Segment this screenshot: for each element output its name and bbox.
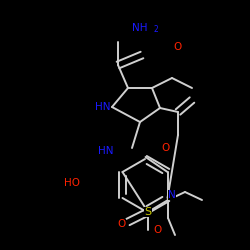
Text: O: O xyxy=(154,225,162,235)
Text: 2: 2 xyxy=(154,26,158,35)
Text: N: N xyxy=(168,190,176,200)
Text: S: S xyxy=(144,207,152,217)
Text: O: O xyxy=(174,42,182,52)
Text: O: O xyxy=(162,143,170,153)
Text: HN: HN xyxy=(95,102,111,112)
Text: HN: HN xyxy=(98,146,114,156)
Text: HO: HO xyxy=(64,178,80,188)
Text: NH: NH xyxy=(132,23,148,33)
Text: O: O xyxy=(118,219,126,229)
